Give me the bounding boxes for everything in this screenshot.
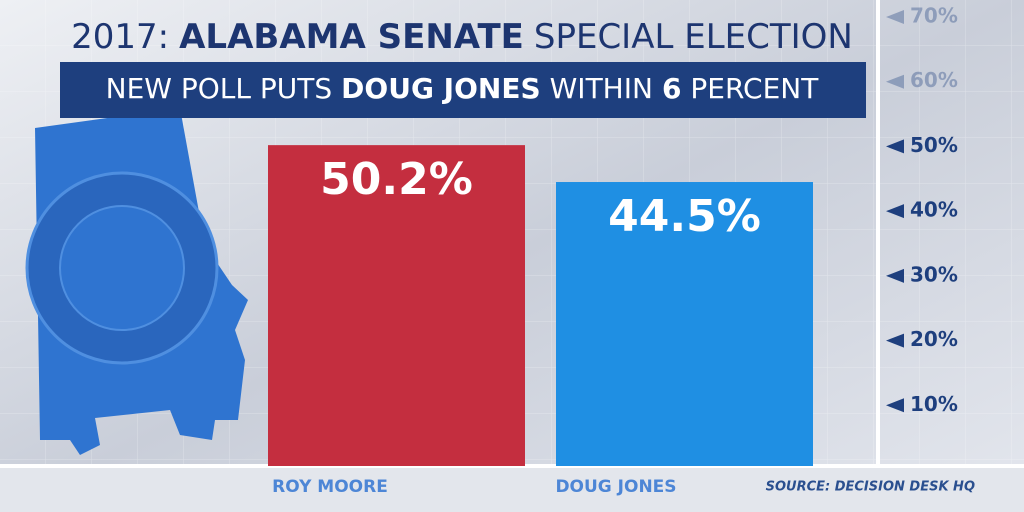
y-tick-label: 40%	[910, 198, 958, 222]
bar	[556, 182, 813, 466]
y-tick-label: 30%	[910, 262, 958, 286]
title-part: ALABAMA SENATE	[179, 17, 524, 57]
value-label: 50.2%	[320, 154, 473, 205]
bar	[268, 145, 525, 467]
y-tick-marker	[886, 10, 904, 24]
subtitle-part: NEW POLL PUTS	[106, 72, 333, 105]
subtitle-part: WITHIN	[550, 72, 653, 105]
y-tick-marker	[886, 74, 904, 89]
y-tick-label: 10%	[910, 392, 958, 416]
x-tick-label: ROY MOORE	[272, 477, 388, 497]
source: SOURCE: DECISION DESK HQ	[766, 480, 975, 495]
y-tick-marker	[886, 204, 904, 219]
subtitle-part: DOUG JONES	[341, 72, 540, 105]
title-part: SPECIAL ELECTION	[534, 17, 853, 57]
y-tick-marker	[886, 398, 904, 413]
y-tick-marker	[886, 139, 904, 154]
y-tick-label: 70%	[910, 4, 958, 28]
footer	[0, 466, 1024, 512]
title-part: 2017:	[71, 17, 169, 57]
y-tick-label: 50%	[910, 133, 958, 157]
y-tick-marker	[886, 268, 904, 283]
chart-subtitle: NEW POLL PUTS DOUG JONES WITHIN 6 PERCENT	[106, 72, 820, 105]
y-tick-label: 20%	[910, 327, 958, 351]
x-tick-label: DOUG JONES	[555, 477, 676, 497]
subtitle-part: 6	[662, 72, 681, 105]
seal-inner	[59, 205, 185, 331]
subtitle-part: PERCENT	[690, 72, 819, 105]
y-tick-marker	[886, 333, 904, 348]
value-label: 44.5%	[608, 191, 761, 242]
chart-title: 2017: ALABAMA SENATE SPECIAL ELECTION	[71, 17, 853, 57]
subtitle-band	[60, 62, 866, 118]
y-tick-label: 60%	[910, 68, 958, 92]
